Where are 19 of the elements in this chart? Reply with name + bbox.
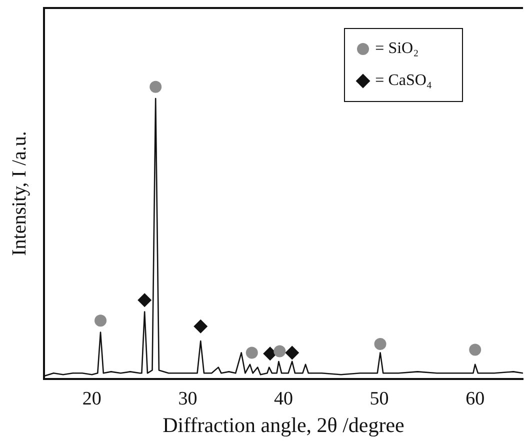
- y-axis-title: Intensity, I /a.u.: [8, 131, 30, 256]
- x-tick-label: 50: [370, 388, 389, 410]
- point: [469, 344, 482, 356]
- x-tick-label: 30: [178, 388, 198, 410]
- point: [150, 80, 162, 93]
- legend-label: = SiO₂: [375, 40, 419, 58]
- x-axis-title: Diffraction angle, 2θ /degree: [162, 412, 404, 437]
- point: [246, 346, 258, 359]
- point: [94, 314, 107, 327]
- x-tick-label: 20: [82, 388, 102, 410]
- point: [138, 293, 152, 308]
- point: [285, 346, 300, 360]
- x-tick-label: 60: [466, 388, 485, 410]
- point: [194, 319, 208, 334]
- point: [263, 346, 278, 361]
- x-tick-label: 40: [274, 388, 293, 410]
- point: [374, 338, 386, 350]
- point: [274, 345, 286, 358]
- legend-label: = CaSO₄: [375, 72, 432, 90]
